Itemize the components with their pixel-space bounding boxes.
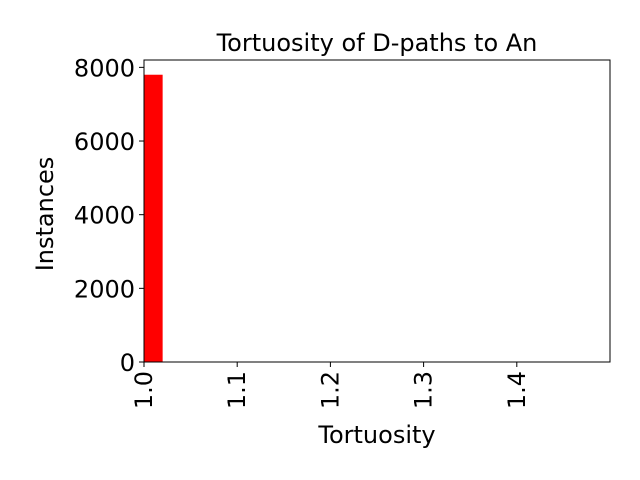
x-tick-label: 1.3 xyxy=(410,371,438,409)
x-tick-label: 1.4 xyxy=(503,371,531,409)
y-tick-label: 0 xyxy=(120,349,135,377)
y-tick-label: 8000 xyxy=(74,54,135,82)
y-axis: 0 2000 4000 6000 8000 xyxy=(74,54,144,377)
chart-title: Tortuosity of D-paths to An xyxy=(216,29,538,57)
x-tick-label: 1.1 xyxy=(223,371,251,409)
plot-area xyxy=(143,59,611,363)
histogram-bar-0 xyxy=(144,74,163,363)
plot-frame xyxy=(143,59,611,363)
x-tick-label: 1.0 xyxy=(130,371,158,409)
x-axis-label: Tortuosity xyxy=(317,421,435,449)
y-tick-label: 2000 xyxy=(74,275,135,303)
x-tick-label: 1.2 xyxy=(316,371,344,409)
y-axis-label: Instances xyxy=(31,157,59,272)
x-axis: 1.0 1.1 1.2 1.3 1.4 xyxy=(130,362,531,409)
y-tick-label: 6000 xyxy=(74,128,135,156)
y-tick-label: 4000 xyxy=(74,202,135,230)
